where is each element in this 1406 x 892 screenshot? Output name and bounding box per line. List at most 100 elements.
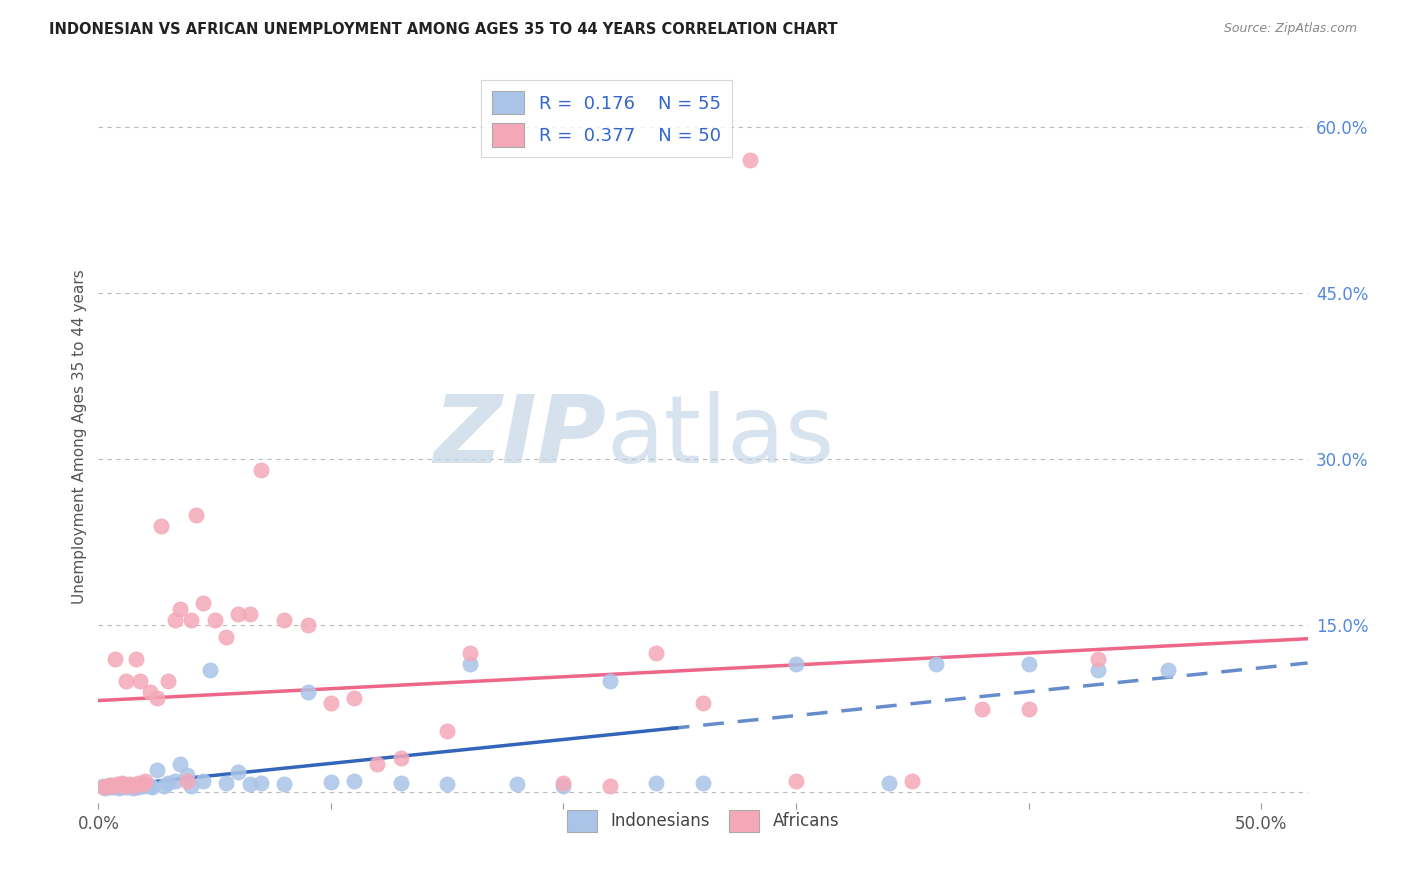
Point: [118, 779, 141, 793]
Point: [129, 778, 152, 792]
Point: [141, 780, 163, 795]
Point: [215, 776, 238, 790]
Point: [970, 701, 993, 715]
Point: [273, 777, 295, 791]
Point: [250, 463, 273, 477]
Point: [112, 778, 135, 792]
Point: [134, 777, 156, 791]
Point: [105, 780, 128, 795]
Point: [98, 778, 121, 792]
Point: [273, 613, 295, 627]
Point: [111, 779, 134, 793]
Point: [145, 690, 167, 705]
Point: [553, 779, 575, 793]
Point: [553, 776, 575, 790]
Point: [157, 673, 180, 688]
Point: [184, 508, 207, 522]
Point: [1018, 701, 1040, 715]
Text: ZIP: ZIP: [433, 391, 606, 483]
Point: [204, 613, 226, 627]
Point: [127, 780, 149, 795]
Point: [1087, 651, 1109, 665]
Text: Source: ZipAtlas.com: Source: ZipAtlas.com: [1223, 22, 1357, 36]
Point: [157, 776, 180, 790]
Point: [645, 776, 668, 790]
Point: [97, 779, 120, 793]
Point: [389, 776, 412, 790]
Point: [180, 779, 202, 793]
Point: [122, 779, 145, 793]
Point: [297, 685, 319, 699]
Point: [877, 776, 900, 790]
Point: [91, 780, 114, 795]
Point: [599, 779, 621, 793]
Point: [176, 768, 198, 782]
Point: [180, 613, 202, 627]
Point: [124, 779, 146, 793]
Point: [152, 779, 174, 793]
Point: [105, 777, 128, 791]
Point: [169, 602, 191, 616]
Point: [692, 776, 714, 790]
Point: [120, 778, 142, 792]
Point: [98, 778, 121, 792]
Point: [138, 779, 160, 793]
Point: [645, 646, 668, 660]
Point: [924, 657, 946, 672]
Point: [239, 607, 262, 622]
Point: [176, 773, 198, 788]
Point: [198, 663, 221, 677]
Point: [101, 780, 124, 795]
Point: [250, 776, 273, 790]
Point: [118, 777, 141, 791]
Point: [226, 607, 249, 622]
Y-axis label: Unemployment Among Ages 35 to 44 years: Unemployment Among Ages 35 to 44 years: [72, 269, 87, 605]
Point: [134, 773, 156, 788]
Point: [785, 773, 807, 788]
Point: [165, 613, 187, 627]
Point: [191, 596, 214, 610]
Point: [104, 651, 127, 665]
Point: [692, 696, 714, 710]
Point: [115, 780, 138, 795]
Point: [226, 764, 249, 779]
Point: [460, 657, 482, 672]
Legend: Indonesians, Africans: Indonesians, Africans: [560, 804, 846, 838]
Point: [460, 646, 482, 660]
Point: [131, 779, 153, 793]
Point: [104, 779, 127, 793]
Point: [91, 779, 114, 793]
Point: [111, 776, 134, 790]
Point: [136, 778, 159, 792]
Point: [191, 773, 214, 788]
Point: [97, 780, 120, 795]
Point: [785, 657, 807, 672]
Point: [127, 776, 149, 790]
Point: [239, 777, 262, 791]
Point: [131, 777, 153, 791]
Point: [169, 757, 191, 772]
Point: [343, 773, 366, 788]
Point: [122, 781, 145, 796]
Text: INDONESIAN VS AFRICAN UNEMPLOYMENT AMONG AGES 35 TO 44 YEARS CORRELATION CHART: INDONESIAN VS AFRICAN UNEMPLOYMENT AMONG…: [49, 22, 838, 37]
Point: [343, 690, 366, 705]
Text: atlas: atlas: [606, 391, 835, 483]
Point: [165, 773, 187, 788]
Point: [436, 723, 458, 738]
Point: [105, 778, 128, 792]
Point: [506, 777, 529, 791]
Point: [738, 153, 761, 167]
Point: [436, 777, 458, 791]
Point: [112, 779, 135, 793]
Point: [145, 763, 167, 777]
Point: [215, 630, 238, 644]
Point: [599, 673, 621, 688]
Point: [319, 774, 342, 789]
Point: [150, 518, 173, 533]
Point: [108, 781, 131, 796]
Point: [319, 696, 342, 710]
Point: [101, 779, 124, 793]
Point: [901, 773, 924, 788]
Point: [129, 673, 152, 688]
Point: [108, 778, 131, 792]
